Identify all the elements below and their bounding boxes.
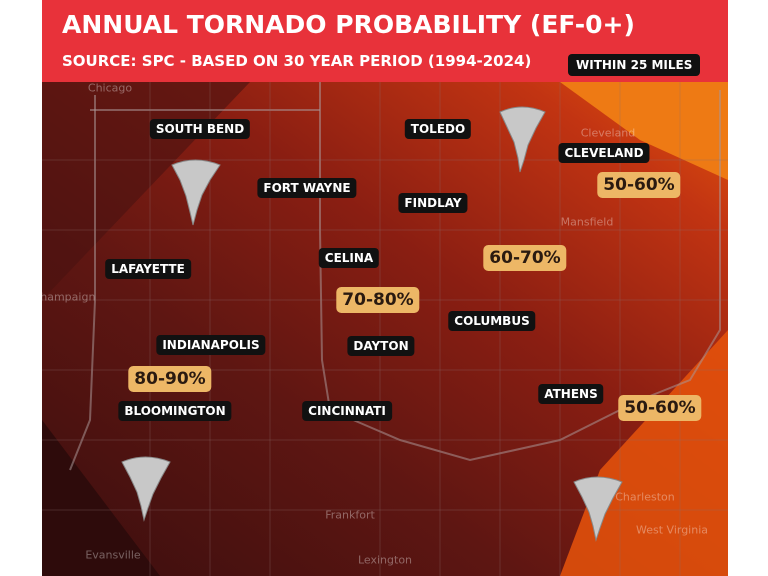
basemap-label: Mansfield (560, 215, 614, 229)
city-label: DAYTON (347, 336, 415, 356)
probability-label: 50-60% (597, 172, 681, 198)
subtitle: SOURCE: SPC - BASED ON 30 YEAR PERIOD (1… (62, 52, 532, 70)
basemap-label: Charleston (615, 490, 675, 504)
basemap-label: Lexington (357, 553, 413, 567)
city-label: SOUTH BEND (149, 119, 251, 139)
basemap-label: Champaign (32, 290, 96, 304)
city-label: FINDLAY (398, 193, 468, 213)
city-label: FORT WAYNE (257, 178, 357, 198)
basemap-label: West Virginia (635, 523, 709, 537)
band (42, 420, 160, 576)
basemap-label: Chicago (87, 81, 133, 95)
state-borders (69, 82, 721, 471)
city-label: TOLEDO (404, 119, 472, 139)
city-label: ATHENS (538, 384, 604, 404)
band (560, 82, 728, 180)
city-label: CLEVELAND (558, 143, 650, 163)
basemap-label: Evansville (85, 548, 141, 562)
probability-label: 70-80% (336, 287, 420, 313)
city-label: INDIANAPOLIS (156, 335, 266, 355)
probability-label: 50-60% (618, 395, 702, 421)
city-label: CELINA (318, 248, 380, 268)
title: ANNUAL TORNADO PROBABILITY (EF-0+) (62, 10, 635, 39)
city-label: CINCINNATI (302, 401, 392, 421)
probability-label: 60-70% (483, 245, 567, 271)
badge: WITHIN 25 MILES (568, 54, 701, 76)
city-label: BLOOMINGTON (118, 401, 232, 421)
probability-label: 80-90% (128, 366, 212, 392)
basemap-label: Cleveland (580, 126, 636, 140)
tornado-icons (121, 106, 623, 542)
basemap-label: Frankfort (325, 508, 375, 522)
city-label: LAFAYETTE (105, 259, 191, 279)
city-label: COLUMBUS (448, 311, 536, 331)
